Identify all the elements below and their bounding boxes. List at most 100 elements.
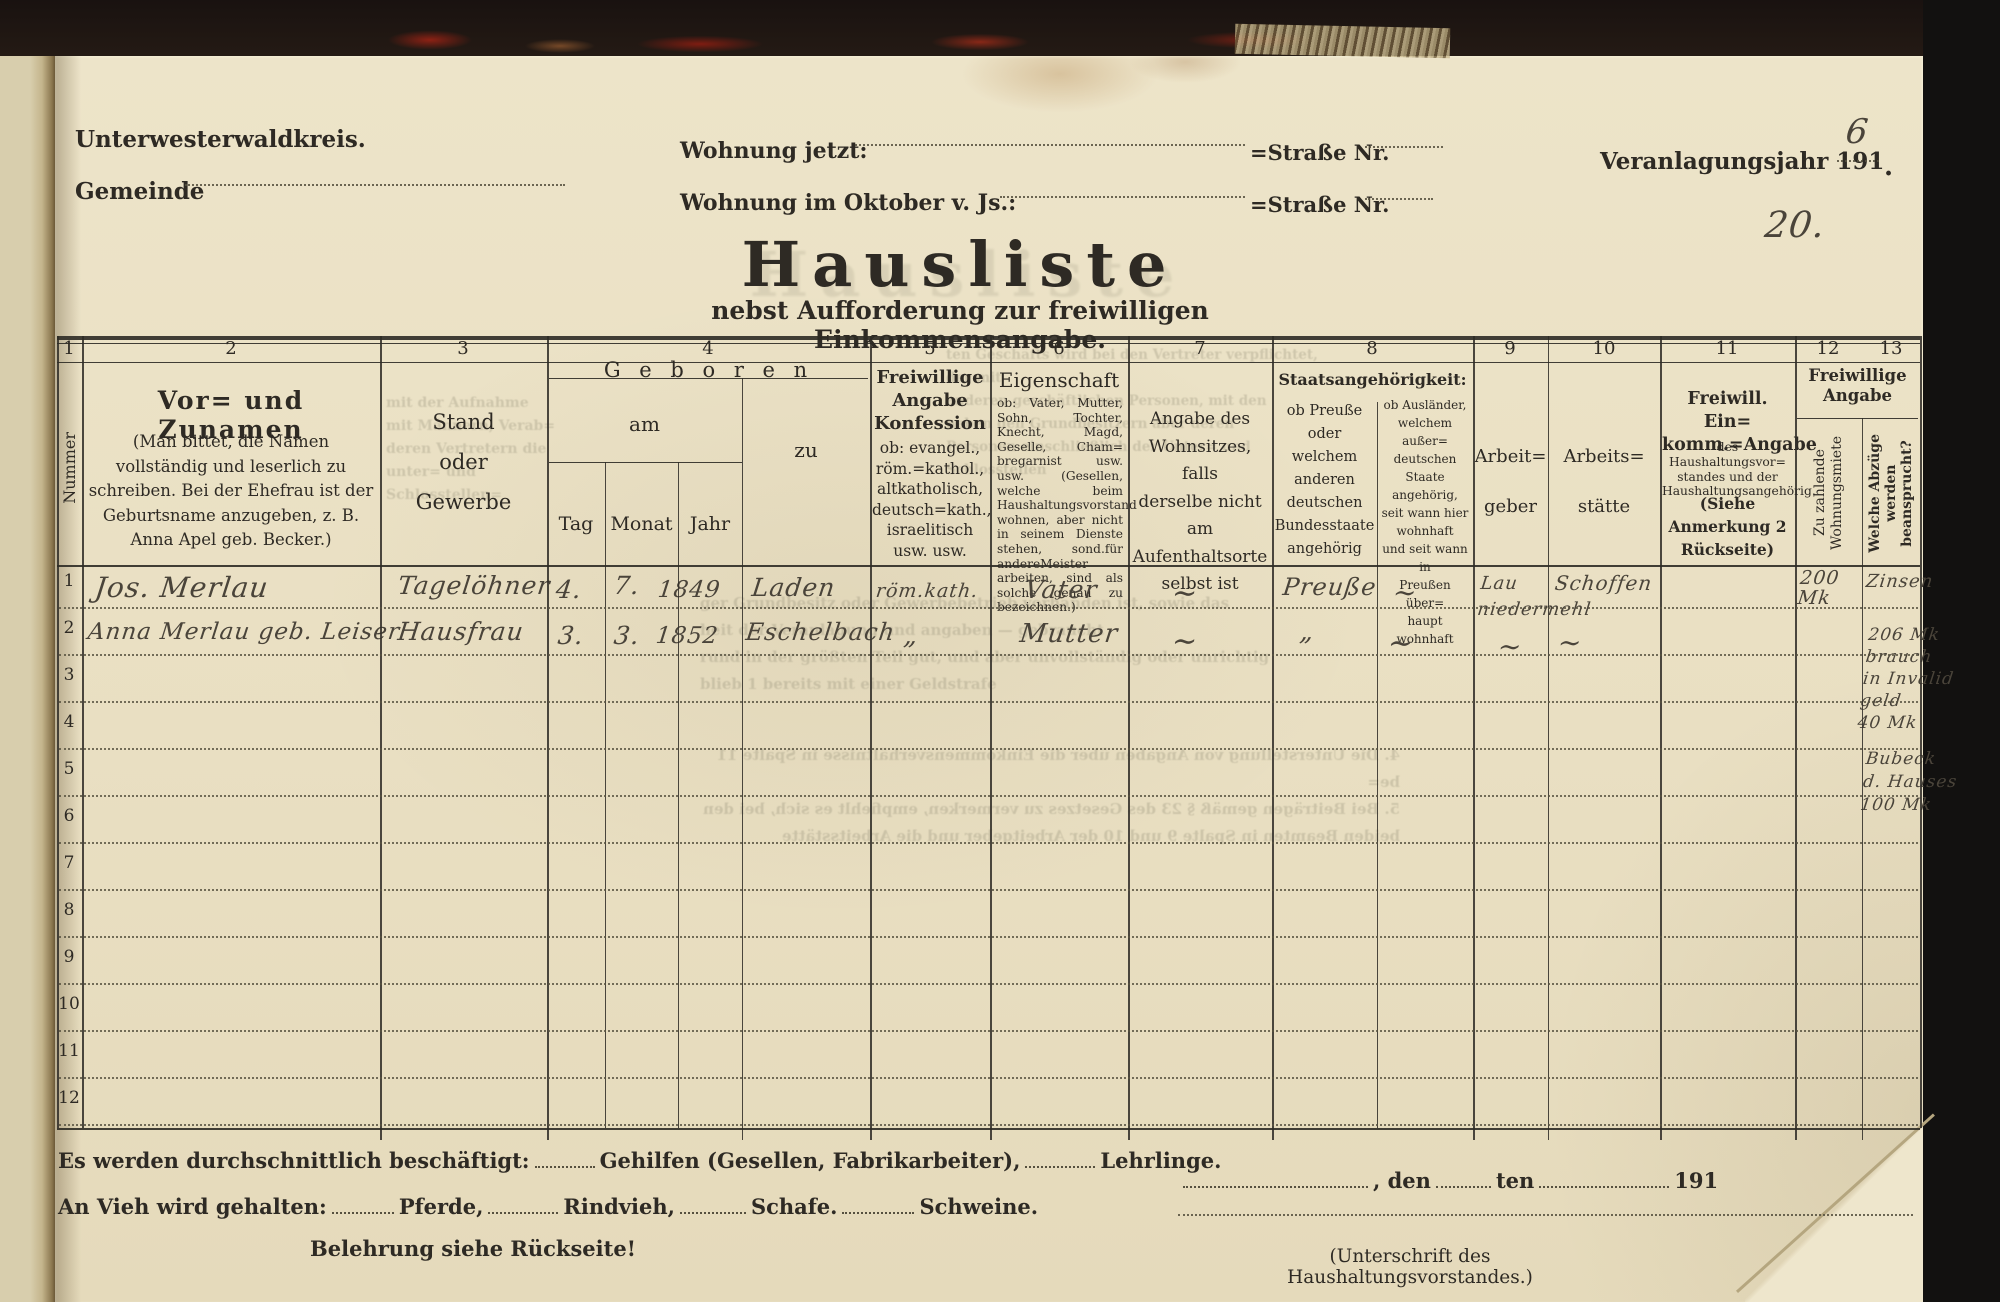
header-nummer-label: Nummer [60, 431, 79, 504]
grid-hline [57, 362, 1920, 363]
grid-vline [57, 336, 59, 1128]
lehrlinge-label: Lehrlinge. [1100, 1148, 1222, 1173]
column-number: 1 [63, 338, 75, 359]
column-number: 3 [457, 338, 469, 359]
entry-arbeitsstaette: Schoffen [1553, 571, 1654, 595]
column-number: 4 [702, 338, 714, 359]
blank-field [534, 1150, 595, 1168]
grid-vline [990, 336, 992, 1140]
grid-hline [57, 565, 1920, 567]
strasse-nr-blank-line [1365, 146, 1443, 148]
column-number: 9 [1504, 338, 1516, 359]
header-wohnungsmiete-label: Zu zahlende Wohnungsmiete [1811, 435, 1845, 551]
row-number: 8 [63, 900, 75, 920]
header-monat: Monat [610, 513, 673, 535]
row-number: 1 [63, 571, 75, 591]
blank-field [679, 1196, 746, 1214]
grid-vline [380, 336, 382, 1140]
grid-vline [1920, 336, 1922, 1128]
gemeinde-blank-line [185, 184, 565, 186]
header-geboren-am: am [629, 412, 660, 436]
row-number: 7 [63, 853, 75, 873]
column-number: 2 [225, 338, 237, 359]
den-label: , den [1373, 1168, 1431, 1193]
header-arbeitgeber: Arbeit= geber [1474, 446, 1547, 517]
year-label: 191 [1674, 1168, 1719, 1193]
column-number: 6 [1053, 338, 1065, 359]
entry-geburtsort: Eschelbach [744, 618, 897, 646]
strasse-nr-label: =Straße Nr. [1250, 140, 1390, 165]
entry-abzuege-detail: Bubeck d. Hauses 100 Mk [1859, 749, 1959, 815]
entry-jahr: 1852 [654, 623, 721, 649]
gutter-shadow [55, 54, 81, 1302]
entry-abzuege: Zinsen [1864, 571, 1935, 592]
column-number: 11 [1715, 338, 1739, 359]
entry-geburtsort: Laden [750, 573, 838, 602]
header-stand-gewerbe: Stand oder Gewerbe [415, 410, 512, 514]
row-guide-dotted-line [59, 983, 1918, 985]
header-tag: Tag [558, 513, 594, 535]
page-stack-edges [1234, 23, 1451, 59]
entry-stand: Tagelöhner [396, 571, 553, 600]
header-wohnsitz: Angabe des Wohnsitzes, falls derselbe ni… [1132, 409, 1268, 594]
column-number: 5 [924, 338, 936, 359]
entry-eigenschaft: Vater [1023, 575, 1100, 604]
header-abzuege: Welche Abzüge werden beansprucht? [1862, 424, 1920, 562]
header-einkommen-note: des Haushaltungsvor= standes und der Hau… [1662, 440, 1816, 499]
entry-tag: 3. [556, 621, 586, 650]
header-freiwillige-angabe: Freiwillige Angabe [1808, 366, 1907, 405]
header-nummer: Nummer [57, 375, 82, 560]
blank-field [488, 1196, 559, 1214]
schweine-label: Schweine. [919, 1194, 1039, 1219]
grid-vline [1862, 418, 1863, 1140]
row-guide-dotted-line [59, 748, 1918, 750]
beschaeftigt-label: Es werden durchschnittlich beschäftigt: [58, 1148, 530, 1173]
entry-monat: 3. [612, 621, 642, 650]
wohnung-jetzt-label: Wohnung jetzt: [680, 138, 868, 164]
entry-jahr: 1849 [656, 577, 723, 603]
wohnung-jetzt-blank-line [855, 144, 1245, 146]
column-number: 8 [1366, 338, 1378, 359]
row-guide-dotted-line [59, 889, 1918, 891]
blank-field [842, 1196, 915, 1214]
gehilfen-label: Gehilfen (Gesellen, Fabrikarbeiter), [599, 1148, 1021, 1173]
date-line: , den ten 191 [1178, 1168, 1718, 1193]
header-abzuege-label: Welche Abzüge werden beansprucht? [1867, 433, 1915, 553]
row-guide-dotted-line [59, 1124, 1918, 1126]
entry-miete: 200 Mk [1796, 567, 1841, 609]
strasse-nr-label: =Straße Nr. [1250, 192, 1390, 217]
header-einkommen: Freiwill. Ein= komm.=Angabe [1662, 389, 1817, 455]
header-arbeitsstaette: Arbeits= stätte [1563, 446, 1645, 517]
header-eigenschaft-note: ob: Vater, Mutter, Sohn, Tochter, Knecht… [997, 396, 1137, 615]
blank-field [1025, 1150, 1096, 1168]
entry-konfession: röm.kath. [874, 580, 980, 602]
scan-background [1923, 0, 2000, 1302]
entry-name: Anna Merlau geb. Leiser [86, 619, 402, 645]
grid-vline [1272, 336, 1274, 1140]
grid-vline [1548, 336, 1549, 1140]
grid-hline [549, 462, 742, 463]
blank-field [331, 1196, 394, 1214]
page-title: Hausliste [741, 228, 1179, 301]
row-number: 3 [63, 665, 75, 685]
column-number: 10 [1592, 338, 1616, 359]
row-guide-dotted-line [59, 1077, 1918, 1079]
day-blank [1435, 1170, 1491, 1188]
entry-stand: Hausfrau [396, 617, 526, 646]
rindvieh-label: Rindvieh, [563, 1194, 675, 1219]
entry-eigenschaft: Mutter [1018, 619, 1120, 649]
veranlagungsjahr-label: Veranlagungsjahr 191 [1600, 148, 1885, 175]
row-guide-dotted-line [59, 842, 1918, 844]
row-guide-dotted-line [59, 936, 1918, 938]
bleedthrough-text: mit der Aufnahme mit Männern, Verab= der… [386, 395, 556, 503]
grid-vline [1795, 336, 1797, 1140]
title-offset-ghost: Hausliste [749, 238, 1187, 311]
column-number: 12 [1816, 338, 1840, 359]
handwritten-page-number: 20. [1762, 205, 1828, 246]
row-number: 10 [58, 994, 80, 1014]
pferde-label: Pferde, [398, 1194, 484, 1219]
strasse-nr-blank-line [1365, 198, 1433, 200]
row-number: 6 [63, 806, 75, 826]
grid-vline [82, 336, 84, 1128]
